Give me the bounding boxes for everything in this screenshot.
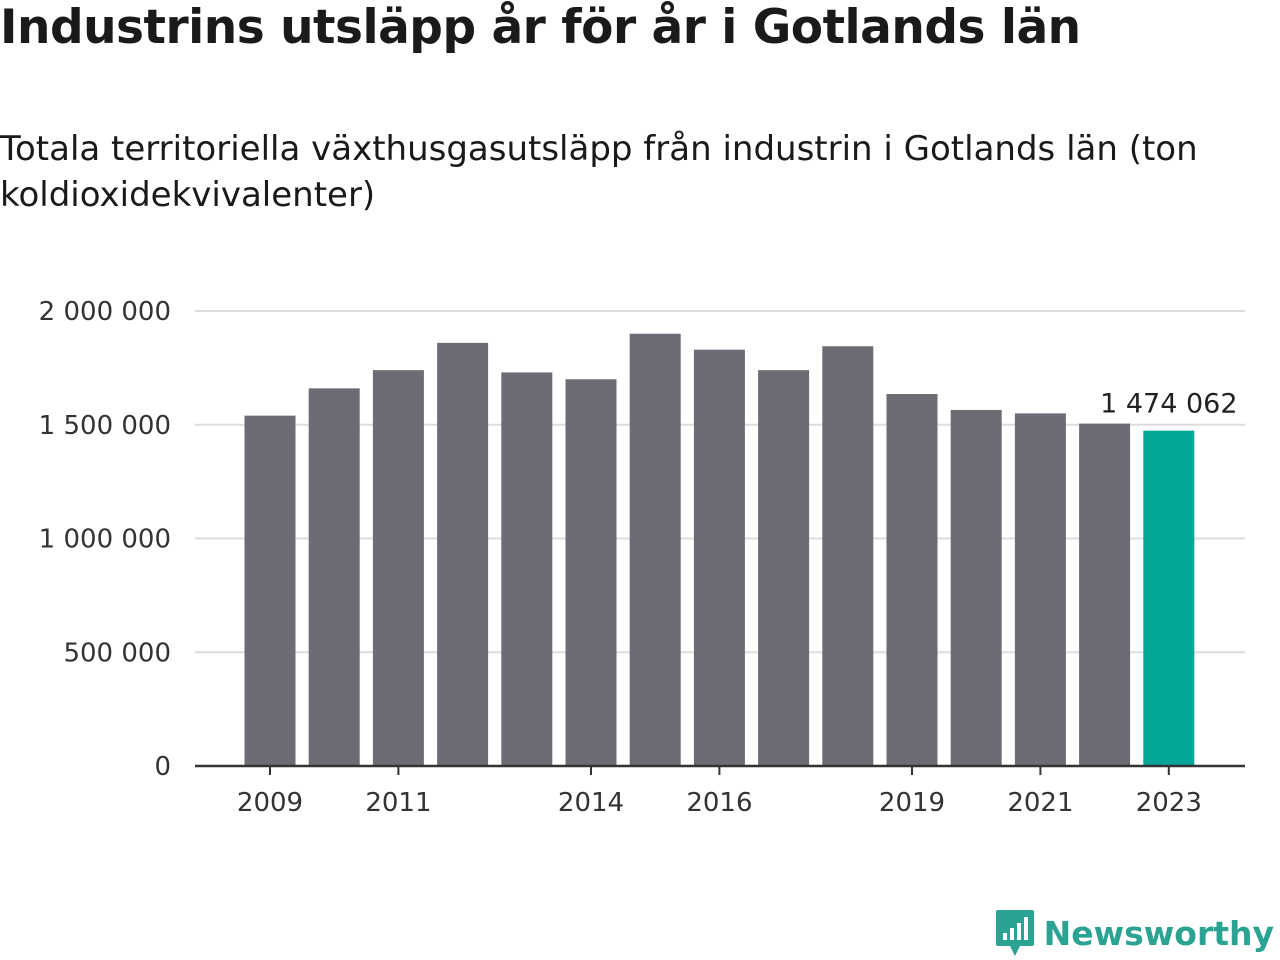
y-axis-tick-labels: 0 500 000 1 000 000 1 500 000 2 000 000 bbox=[39, 297, 171, 782]
y-tick-label: 1 000 000 bbox=[39, 525, 171, 555]
bar bbox=[886, 394, 938, 766]
x-tick-label: 2011 bbox=[365, 788, 431, 818]
chart-subtitle: Totala territoriella växthusgasutsläpp f… bbox=[0, 129, 1198, 215]
y-tick-label: 500 000 bbox=[63, 638, 171, 668]
bar bbox=[1079, 423, 1131, 766]
bars bbox=[244, 333, 1195, 766]
y-tick-label: 0 bbox=[154, 752, 171, 782]
bar-chart: 0 500 000 1 000 000 1 500 000 2 000 000 2009… bbox=[39, 297, 1245, 818]
x-axis-ticks: 2009 2011 2014 2016 2019 2021 2023 bbox=[237, 766, 1202, 818]
x-tick-label: 2016 bbox=[686, 788, 752, 818]
x-tick-label: 2021 bbox=[1007, 788, 1073, 818]
bar bbox=[372, 370, 424, 766]
data-label: 1 474 062 bbox=[1100, 389, 1237, 420]
bar bbox=[629, 333, 681, 766]
y-tick-label: 1 500 000 bbox=[39, 411, 171, 441]
newsworthy-logo-icon bbox=[995, 910, 1034, 956]
bar bbox=[244, 415, 296, 766]
bar bbox=[758, 370, 810, 766]
bar bbox=[437, 342, 489, 766]
y-tick-label: 2 000 000 bbox=[39, 297, 171, 327]
x-tick-label: 2009 bbox=[237, 788, 303, 818]
brand-name: Newsworthy bbox=[1043, 913, 1274, 953]
bar bbox=[1014, 413, 1066, 766]
bar bbox=[308, 388, 360, 766]
bar bbox=[822, 346, 874, 766]
bar bbox=[501, 372, 553, 766]
x-tick-label: 2019 bbox=[879, 788, 945, 818]
x-tick-label: 2023 bbox=[1136, 788, 1202, 818]
bar-highlight bbox=[1143, 430, 1195, 766]
bar bbox=[693, 349, 745, 766]
x-tick-label: 2014 bbox=[558, 788, 624, 818]
bar bbox=[565, 379, 617, 766]
chart-title: Industrins utsläpp år för år i Gotlands … bbox=[0, 0, 1081, 55]
data-labels: 1 474 062 bbox=[1100, 389, 1237, 420]
brand-logo: Newsworthy bbox=[994, 908, 1274, 958]
bar bbox=[950, 409, 1002, 766]
